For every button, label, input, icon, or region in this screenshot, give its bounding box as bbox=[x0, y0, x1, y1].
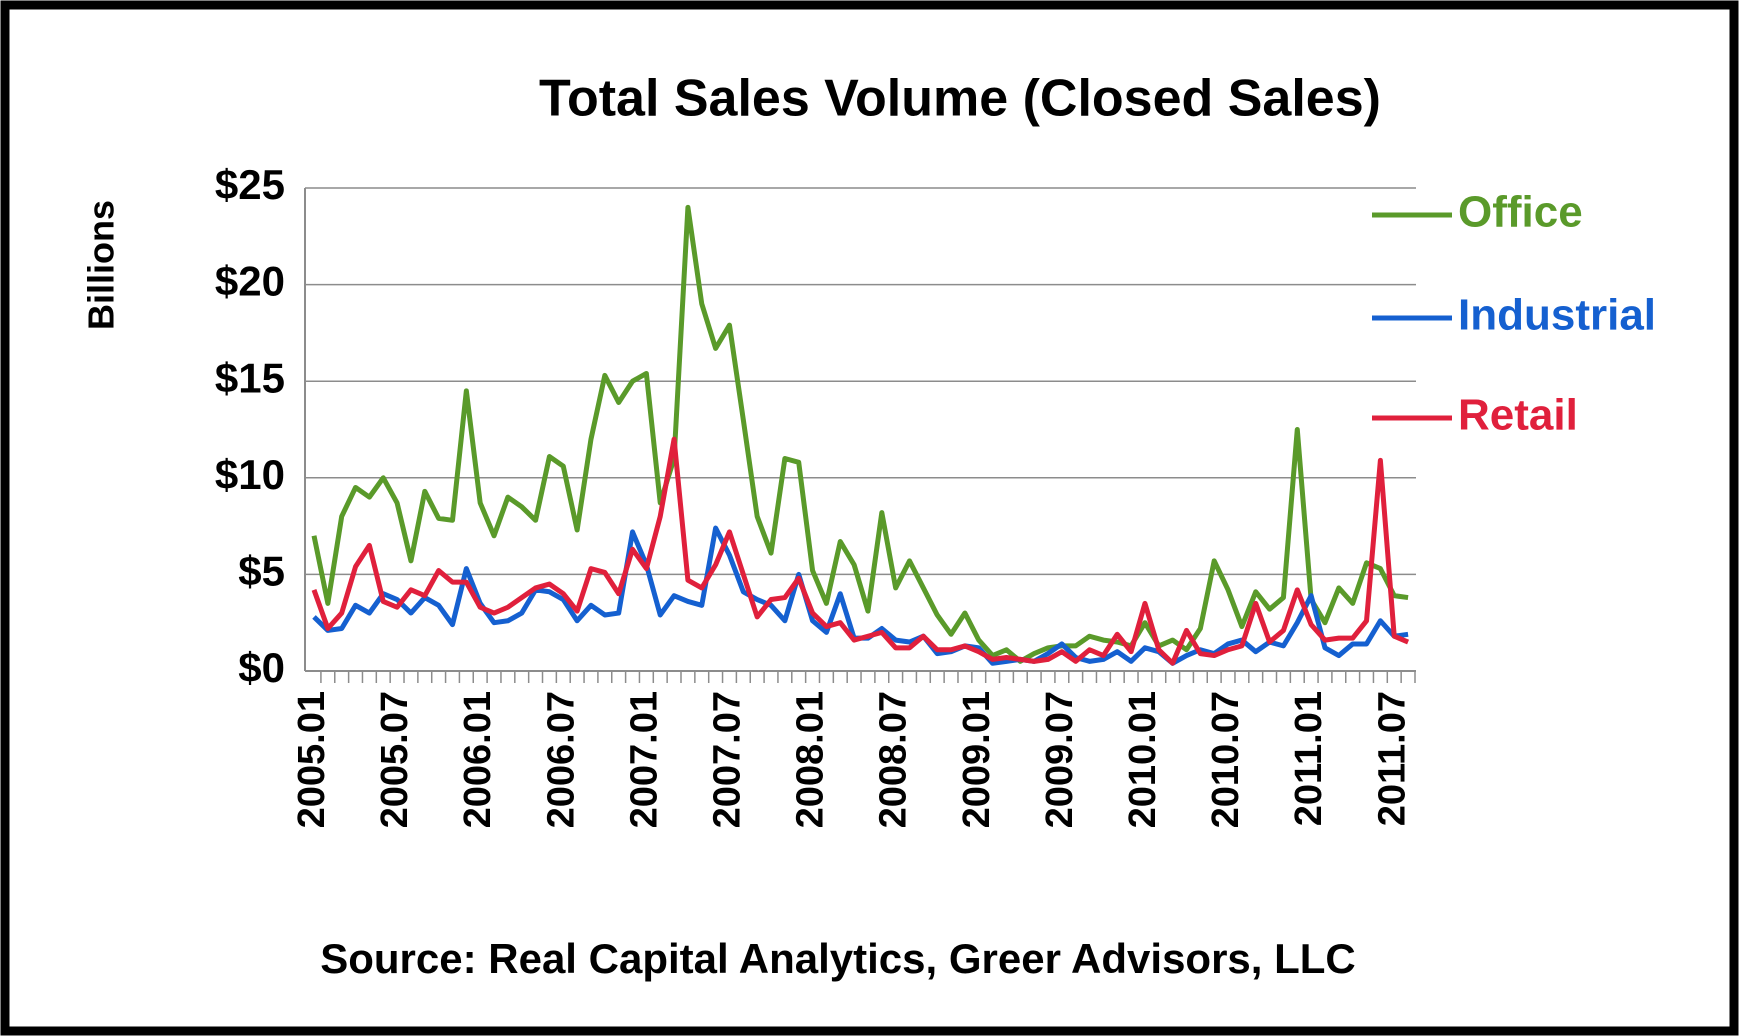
x-tick-label: 2009.01 bbox=[956, 691, 998, 828]
chart-title: Total Sales Volume (Closed Sales) bbox=[539, 70, 1381, 128]
x-tick-label: 2006.07 bbox=[540, 691, 582, 828]
y-tick-label: $10 bbox=[215, 451, 285, 498]
series-line bbox=[311, 436, 1410, 666]
x-tick-label: 2011.01 bbox=[1288, 691, 1330, 826]
y-tick-label: $5 bbox=[238, 547, 285, 594]
source-note: Source: Real Capital Analytics, Greer Ad… bbox=[320, 935, 1356, 982]
y-tick-label: $25 bbox=[215, 161, 285, 208]
x-tick-label: 2009.07 bbox=[1039, 691, 1081, 828]
y-tick-label: $20 bbox=[215, 258, 285, 305]
legend-label: Industrial bbox=[1458, 291, 1656, 340]
x-tick-label: 2007.07 bbox=[707, 691, 749, 828]
x-tick-label: 2010.07 bbox=[1205, 691, 1247, 828]
x-tick-label: 2011.07 bbox=[1371, 691, 1413, 826]
x-tick-label: 2005.07 bbox=[374, 691, 416, 828]
y-axis-label: Billions bbox=[81, 200, 122, 330]
x-tick-label: 2006.01 bbox=[457, 691, 499, 828]
x-tick-label: 2007.01 bbox=[623, 691, 665, 828]
x-tick-label: 2010.01 bbox=[1122, 691, 1164, 828]
x-tick-label: 2005.01 bbox=[291, 691, 333, 828]
x-tick-label: 2008.07 bbox=[873, 691, 915, 828]
legend-label: Retail bbox=[1458, 391, 1578, 440]
series-line bbox=[311, 204, 1409, 664]
legend-label: Office bbox=[1458, 188, 1583, 237]
y-tick-label: $0 bbox=[238, 644, 285, 691]
y-tick-label: $15 bbox=[215, 354, 285, 401]
x-tick-label: 2008.01 bbox=[790, 691, 832, 828]
